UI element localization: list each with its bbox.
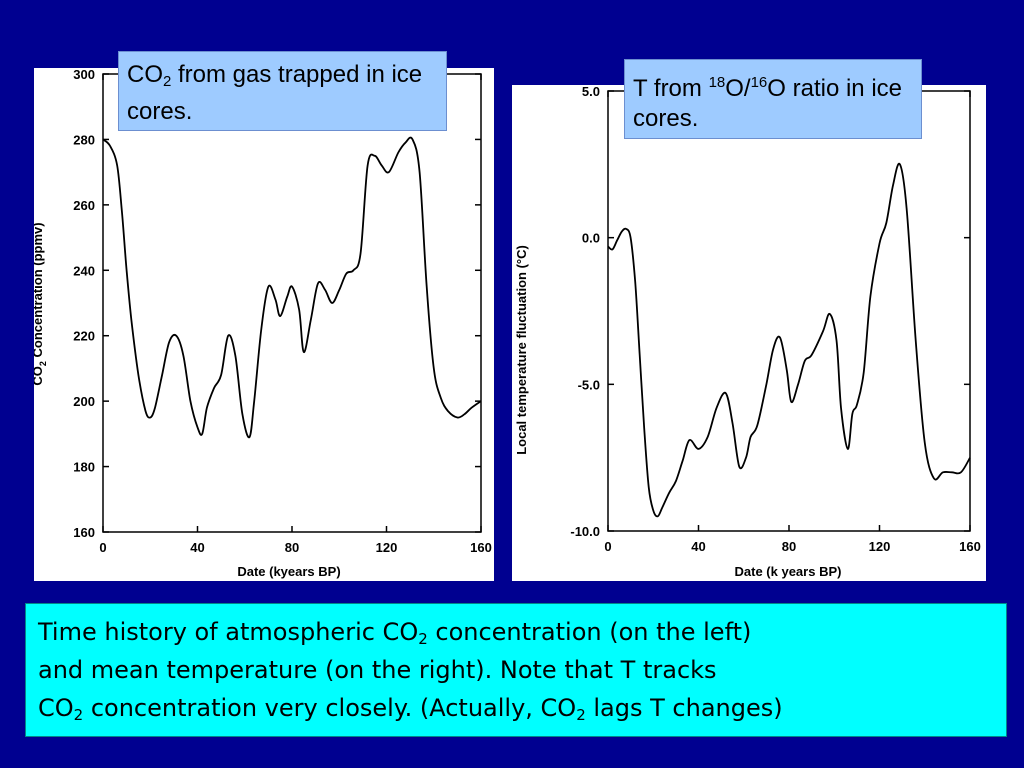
- co2-x-tick-label: 160: [470, 540, 492, 555]
- co2-callout-rest: from gas trapped in ice cores.: [127, 61, 423, 125]
- temperature-x-tick-label: 120: [869, 539, 891, 554]
- co2-y-tick-label: 200: [73, 394, 95, 409]
- temperature-y-tick-label: 5.0: [582, 85, 600, 99]
- co2-y-tick-label: 240: [73, 263, 95, 278]
- co2-chart: CO2 Concentration (ppmv) Date (kyears BP…: [34, 68, 492, 579]
- temperature-callout: T from 18O/16O ratio in ice cores.: [624, 59, 922, 139]
- caption-box: Time history of atmospheric CO2 concentr…: [25, 603, 1007, 737]
- temperature-y-axis-label: Local temperature fluctuation (°C): [514, 245, 529, 455]
- caption-line-1-rest: concentration (on the left): [427, 618, 752, 646]
- co2-series-line: [102, 136, 482, 439]
- co2-y-tick-label: 180: [73, 460, 95, 475]
- temperature-callout-sup2: 16: [750, 74, 768, 91]
- temperature-series-line: [607, 162, 971, 518]
- caption-line-3: CO2 concentration very closely. (Actuall…: [38, 689, 994, 727]
- co2-y-tick-label: 280: [73, 132, 95, 147]
- caption-line-3-sub1: 2: [73, 706, 84, 724]
- temperature-y-tick-label: 0.0: [582, 231, 600, 246]
- co2-y-tick-label: 260: [73, 198, 95, 213]
- temperature-y-tick-label: -5.0: [578, 377, 600, 392]
- co2-x-tick-label: 120: [376, 540, 398, 555]
- co2-x-axis-label: Date (kyears BP): [237, 564, 340, 579]
- caption-line-3-b: concentration very closely. (Actually, C…: [83, 694, 577, 722]
- temperature-x-tick-label: 40: [691, 539, 705, 554]
- temperature-y-tick-label: -10.0: [570, 524, 600, 539]
- co2-y-tick-label: 220: [73, 329, 95, 344]
- temperature-callout-mid: O/: [725, 75, 751, 102]
- temperature-x-tick-label: 0: [604, 539, 611, 554]
- co2-callout-subscript: 2: [163, 73, 172, 90]
- co2-y-axis-label: CO2 Concentration (ppmv): [34, 222, 48, 385]
- co2-x-tick-label: 80: [285, 540, 299, 555]
- temperature-plot-frame: [607, 90, 971, 532]
- caption-line-3-c: lags T changes): [585, 694, 783, 722]
- temperature-chart: Local temperature fluctuation (°C) Date …: [514, 85, 981, 579]
- co2-callout-text: CO: [127, 61, 163, 88]
- co2-callout: CO2 from gas trapped in ice cores.: [118, 51, 447, 131]
- temperature-x-tick-label: 80: [782, 539, 796, 554]
- caption-line-1-text: Time history of atmospheric CO: [38, 618, 419, 646]
- temperature-x-axis-label: Date (k years BP): [735, 564, 842, 579]
- temperature-chart-panel: Local temperature fluctuation (°C) Date …: [512, 85, 986, 581]
- caption-line-1: Time history of atmospheric CO2 concentr…: [38, 613, 994, 651]
- co2-x-tick-label: 0: [99, 540, 106, 555]
- caption-line-2: and mean temperature (on the right). Not…: [38, 656, 717, 684]
- co2-y-tick-label: 300: [73, 68, 95, 82]
- temperature-x-tick-label: 160: [959, 539, 981, 554]
- caption-line-1-sub: 2: [418, 630, 428, 648]
- co2-plot-frame: [102, 73, 482, 533]
- co2-x-tick-label: 40: [190, 540, 204, 555]
- co2-y-tick-label: 160: [73, 525, 95, 540]
- caption-line-3-sub2: 2: [576, 706, 586, 724]
- temperature-callout-rest: O ratio in ice cores.: [633, 75, 902, 132]
- temperature-callout-sup1: 18: [708, 74, 726, 91]
- caption-line-3-a: CO: [38, 694, 74, 722]
- temperature-callout-prefix: T from: [633, 75, 709, 102]
- co2-chart-panel: CO2 Concentration (ppmv) Date (kyears BP…: [34, 68, 494, 581]
